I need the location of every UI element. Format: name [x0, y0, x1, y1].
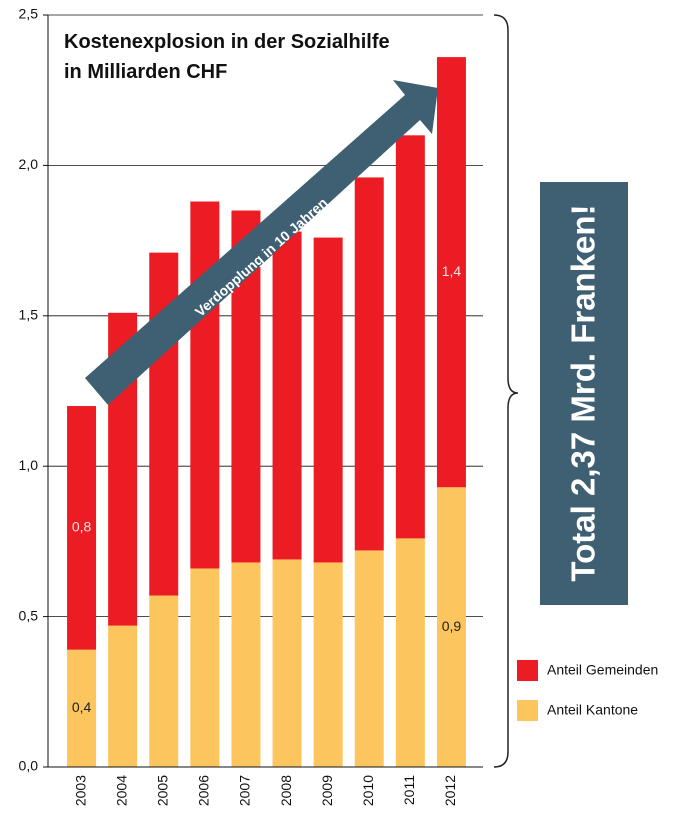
value-label: 0,9	[442, 618, 462, 634]
value-label: 0,4	[72, 699, 92, 715]
bar-segment	[108, 625, 138, 767]
x-tick-label: 2005	[154, 775, 170, 806]
y-tick-label: 2,5	[19, 6, 39, 22]
bar-segment	[67, 406, 97, 650]
bar-segment	[67, 649, 97, 767]
bar-segment	[190, 201, 220, 569]
bar-segment	[313, 237, 343, 563]
y-tick-label: 2,0	[19, 156, 39, 172]
brace	[493, 14, 519, 768]
value-label: 0,8	[72, 519, 92, 535]
chart-title: Kostenexplosion in der Sozialhilfe	[64, 31, 390, 53]
x-tick-label: 2007	[237, 775, 253, 806]
legend-label: Anteil Gemeinden	[547, 662, 658, 678]
bar-segment	[436, 57, 466, 488]
callout-box	[540, 182, 628, 605]
value-label: 1,4	[442, 263, 462, 279]
bar-segment	[190, 568, 220, 767]
x-tick-label: 2008	[278, 775, 294, 806]
bar-segment	[272, 559, 302, 767]
x-tick-label: 2006	[196, 775, 212, 806]
bar-segment	[436, 487, 466, 767]
trend-arrow	[85, 80, 438, 405]
x-tick-label: 2003	[72, 775, 88, 806]
y-tick-label: 0,0	[19, 758, 39, 774]
x-tick-label: 2010	[360, 775, 376, 806]
x-tick-label: 2012	[442, 775, 458, 806]
bar-segment	[313, 562, 343, 767]
bar-segment	[272, 231, 302, 560]
bar-segment	[395, 135, 425, 539]
y-tick-label: 1,0	[19, 457, 39, 473]
chart-subtitle: in Milliarden CHF	[64, 61, 227, 83]
x-tick-label: 2009	[319, 775, 335, 806]
y-tick-label: 1,5	[19, 307, 39, 323]
bar-segment	[395, 538, 425, 767]
bar-segment	[354, 177, 384, 551]
bar-segment	[149, 595, 179, 767]
legend-label: Anteil Kantone	[547, 702, 638, 718]
y-tick-label: 0,5	[19, 607, 39, 623]
legend-swatch	[517, 700, 538, 721]
bar-segment	[231, 562, 261, 767]
bar-segment	[354, 550, 384, 767]
callout-text: Total 2,37 Mrd. Franken!	[565, 204, 602, 581]
legend-swatch	[517, 660, 538, 681]
x-tick-label: 2004	[113, 775, 129, 806]
x-tick-label: 2011	[401, 775, 417, 805]
